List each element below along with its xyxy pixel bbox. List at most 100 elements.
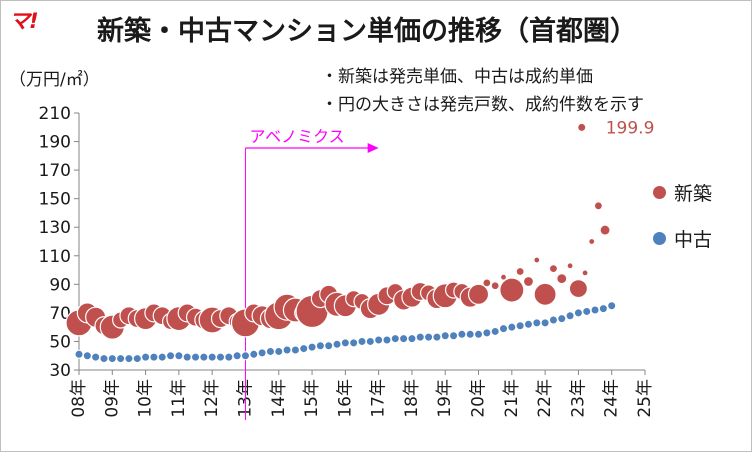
new-point xyxy=(499,277,525,303)
used-point xyxy=(482,328,492,338)
used-point xyxy=(457,329,467,339)
legend-used-label: 中古 xyxy=(674,229,713,251)
used-point xyxy=(82,351,92,361)
new-point xyxy=(515,266,525,277)
used-point xyxy=(116,354,126,364)
new-point xyxy=(581,269,589,277)
x-tick-label: 20年 xyxy=(469,379,489,418)
note-line-1: ・新築は発売単価、中古は成約単価 xyxy=(321,67,593,87)
chart-title: 新築・中古マンション単価の推移（首都圏） xyxy=(97,16,637,47)
used-point xyxy=(582,306,592,316)
used-point xyxy=(382,335,392,345)
used-point xyxy=(449,331,459,341)
new-point xyxy=(556,273,568,285)
new-point xyxy=(533,282,557,306)
x-tick-label: 24年 xyxy=(602,379,622,418)
new-point xyxy=(568,279,589,299)
used-point xyxy=(499,324,508,334)
used-point xyxy=(607,301,617,311)
x-tick-label: 08年 xyxy=(69,379,89,418)
brand-logo: マ! xyxy=(9,9,39,33)
used-point xyxy=(299,344,309,354)
used-point xyxy=(557,314,567,324)
used-point xyxy=(124,354,134,364)
y-tick-label: 70 xyxy=(49,304,71,324)
used-point xyxy=(548,315,558,325)
peak-data-label: 199.9 xyxy=(606,118,655,138)
used-point xyxy=(157,352,167,362)
used-point xyxy=(357,336,367,346)
used-point xyxy=(598,304,608,314)
used-point xyxy=(249,349,259,359)
x-tick-label: 19年 xyxy=(435,379,455,418)
new-point xyxy=(490,281,500,291)
used-point xyxy=(332,339,342,349)
new-point xyxy=(482,278,492,288)
used-point xyxy=(324,341,334,351)
used-point xyxy=(207,352,217,362)
used-point xyxy=(532,318,542,328)
used-point xyxy=(216,352,225,362)
used-point xyxy=(149,352,159,362)
used-point xyxy=(399,334,409,344)
used-point xyxy=(565,311,575,321)
y-tick-label: 210 xyxy=(39,104,71,124)
used-point xyxy=(132,354,142,364)
x-tick-label: 16年 xyxy=(335,379,355,418)
used-point xyxy=(507,322,517,332)
new-point xyxy=(499,273,508,281)
used-point xyxy=(199,352,209,362)
used-point xyxy=(74,349,84,359)
y-tick-label: 30 xyxy=(49,361,71,381)
used-point xyxy=(540,318,550,328)
used-point xyxy=(91,352,101,362)
used-point xyxy=(107,354,117,364)
new-point xyxy=(533,256,541,264)
used-point xyxy=(390,334,400,344)
abenomics-label: アベノミクス xyxy=(249,127,344,146)
x-tick-label: 17年 xyxy=(369,379,389,418)
used-point xyxy=(424,332,434,342)
used-point xyxy=(515,321,525,331)
used-point xyxy=(573,308,583,318)
legend-used-marker-icon xyxy=(653,232,666,245)
x-tick-label: 12年 xyxy=(202,379,222,418)
used-point xyxy=(340,338,350,348)
new-point-peak xyxy=(578,123,586,131)
new-point xyxy=(599,224,611,236)
used-point xyxy=(257,348,267,358)
used-point xyxy=(232,351,242,361)
used-point xyxy=(99,354,109,364)
used-point xyxy=(432,332,442,342)
x-tick-label: 21年 xyxy=(502,379,522,418)
used-point xyxy=(523,319,533,329)
used-point xyxy=(465,329,475,339)
new-point xyxy=(566,262,574,270)
used-point xyxy=(440,331,450,341)
y-tick-label: 170 xyxy=(39,161,71,181)
used-point xyxy=(191,352,201,362)
used-point xyxy=(166,351,176,361)
note-line-2: ・円の大きさは発売戸数、成約件数を示す xyxy=(321,95,644,115)
used-point xyxy=(290,345,300,355)
used-point xyxy=(349,338,359,348)
used-point xyxy=(374,335,384,345)
y-tick-label: 110 xyxy=(39,247,71,267)
y-tick-label: 50 xyxy=(49,332,71,352)
used-point xyxy=(240,351,250,361)
abenomics-arrowhead-icon xyxy=(367,143,379,153)
x-tick-label: 22年 xyxy=(535,379,555,418)
x-tick-label: 09年 xyxy=(102,379,122,418)
used-point xyxy=(224,352,234,362)
used-point xyxy=(274,346,284,356)
legend-item-new: 新築 xyxy=(653,179,712,206)
legend-item-used: 中古 xyxy=(653,225,712,252)
y-tick-label: 150 xyxy=(39,190,71,210)
used-point xyxy=(307,342,317,352)
legend-new-marker-icon xyxy=(653,186,666,199)
used-point xyxy=(365,336,375,346)
y-axis-unit-label: （万円/㎡） xyxy=(9,70,100,90)
y-tick-label: 130 xyxy=(39,218,71,238)
